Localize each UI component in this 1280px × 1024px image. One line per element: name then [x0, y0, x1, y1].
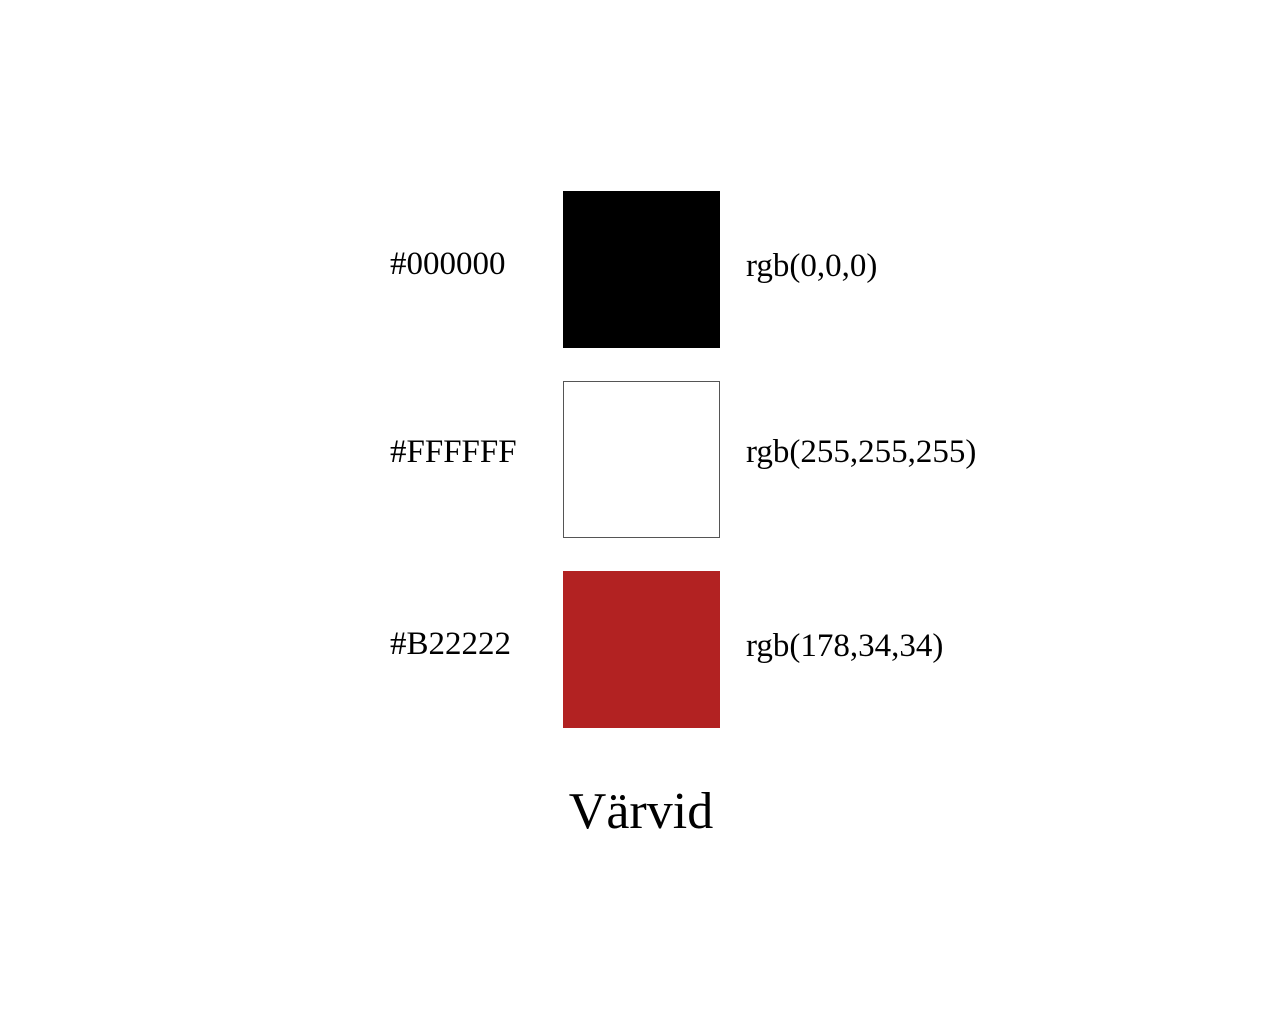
color-swatch-black [563, 191, 720, 348]
rgb-value-label: rgb(255,255,255) [746, 434, 977, 470]
swatch-row-black: #000000 rgb(0,0,0) [0, 190, 1280, 348]
hex-code-label: #FFFFFF [390, 434, 517, 470]
color-swatch-firebrick [563, 571, 720, 728]
color-swatch-white [563, 381, 720, 538]
rgb-value-label: rgb(178,34,34) [746, 628, 944, 664]
hex-code-label: #000000 [390, 246, 506, 282]
palette-title: Värvid [568, 783, 714, 840]
swatch-row-firebrick: #B22222 rgb(178,34,34) [0, 570, 1280, 728]
hex-code-label: #B22222 [390, 626, 512, 662]
rgb-value-label: rgb(0,0,0) [746, 248, 878, 284]
swatch-row-white: #FFFFFF rgb(255,255,255) [0, 380, 1280, 538]
